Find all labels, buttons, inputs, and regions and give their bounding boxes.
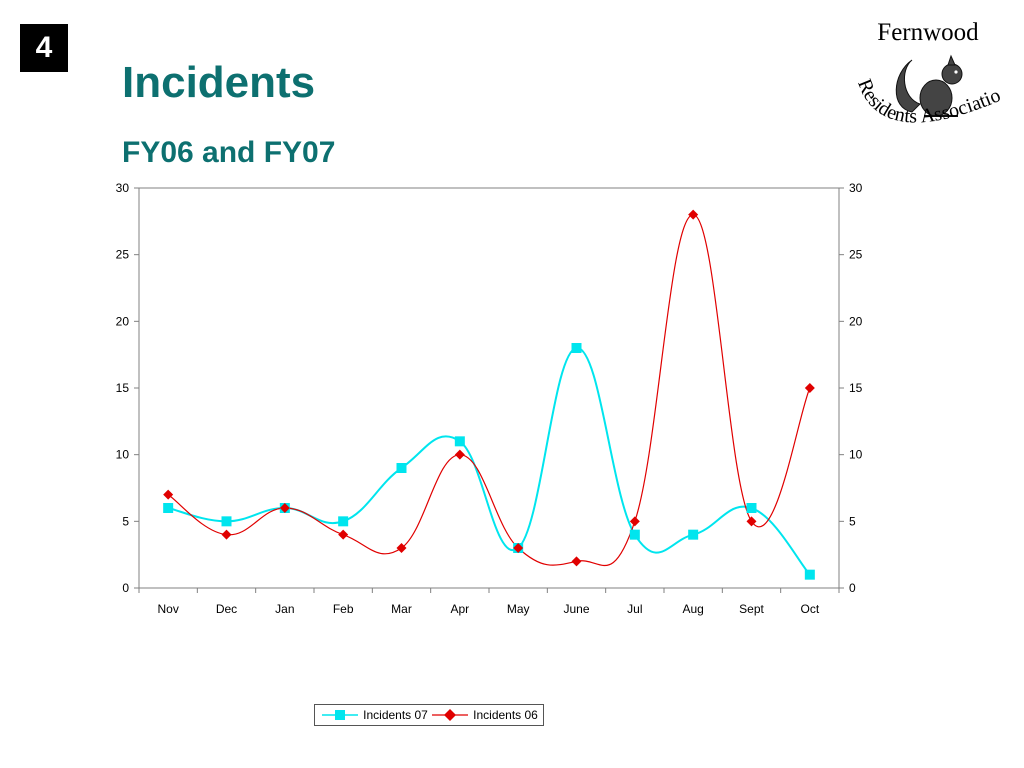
x-tick-label: Mar [391,602,412,616]
y-tick-label-left: 0 [122,581,129,595]
slide-subtitle: FY06 and FY07 [122,136,336,169]
y-tick-label-left: 5 [122,514,129,528]
data-point-incidents-07-dec [221,516,232,527]
data-point-incidents-06-june [571,556,582,567]
y-tick-label-right: 10 [849,448,863,462]
data-point-incidents-06-dec [221,529,232,540]
data-point-incidents-07-sept [746,503,757,513]
y-tick-label-left: 30 [116,181,130,195]
x-tick-label: Apr [450,602,469,616]
chart-legend: Incidents 07 Incidents 06 [314,704,544,726]
x-tick-label: Jul [627,602,642,616]
legend-item-incidents-06: Incidents 06 [430,708,538,722]
x-tick-label: Dec [216,602,237,616]
fernwood-logo: Fernwood Residents Association [840,12,1004,128]
data-point-incidents-06-oct [804,383,815,393]
x-tick-label: Oct [800,602,819,616]
series-line-incidents-06 [167,214,811,567]
legend-item-incidents-07: Incidents 07 [320,708,428,722]
data-point-incidents-07-nov [163,503,174,513]
y-tick-label-right: 5 [849,514,856,528]
chart-lines [167,214,811,576]
data-point-incidents-06-aug [688,209,699,220]
data-point-incidents-07-oct [804,569,815,580]
slide-number: 4 [20,24,68,72]
legend-label-incidents-07: Incidents 07 [363,708,428,722]
logo-top-text: Fernwood [877,19,979,46]
y-tick-label-left: 15 [116,381,130,395]
data-point-incidents-07-feb [338,516,349,527]
data-point-incidents-06-mar [396,543,407,553]
data-point-incidents-06-jul [629,516,640,527]
data-point-incidents-06-may [513,543,524,553]
series-line-incidents-07 [167,346,811,576]
x-tick-label: Aug [682,602,703,616]
squirrel-icon [895,54,963,117]
legend-label-incidents-06: Incidents 06 [473,708,538,722]
chart-markers [163,209,815,580]
y-tick-label-right: 30 [849,181,863,195]
data-point-incidents-07-june [571,343,582,353]
x-tick-label: May [507,602,530,616]
data-point-incidents-06-apr [454,449,465,460]
x-tick-label: June [563,602,589,616]
legend-swatch-incidents-07 [322,710,359,720]
data-point-incidents-06-feb [338,529,349,540]
y-tick-label-left: 25 [116,248,130,262]
y-tick-label-right: 20 [849,314,863,328]
y-tick-label-right: 0 [849,581,856,595]
x-tick-label: Jan [275,602,294,616]
data-point-incidents-06-nov [163,489,174,500]
y-tick-label-left: 10 [116,448,130,462]
y-tick-label-left: 20 [116,314,130,328]
x-tick-label: Feb [333,602,354,616]
data-point-incidents-06-jan [279,503,290,513]
slide-title: Incidents [122,58,316,107]
data-point-incidents-07-mar [396,463,407,473]
data-point-incidents-07-apr [454,436,465,447]
data-point-incidents-07-aug [688,529,699,540]
y-tick-label-right: 15 [849,381,863,395]
x-tick-label: Nov [157,602,178,616]
legend-swatch-incidents-06 [432,709,469,721]
data-point-incidents-06-sept [746,516,757,527]
data-point-incidents-07-jul [629,529,640,540]
y-tick-label-right: 25 [849,248,863,262]
chart-axes: 0 0 5 5 10 10 15 15 20 20 25 25 30 30 Nov Dec Jan Feb Mar A… [116,181,863,616]
x-tick-label: Sept [739,602,764,616]
